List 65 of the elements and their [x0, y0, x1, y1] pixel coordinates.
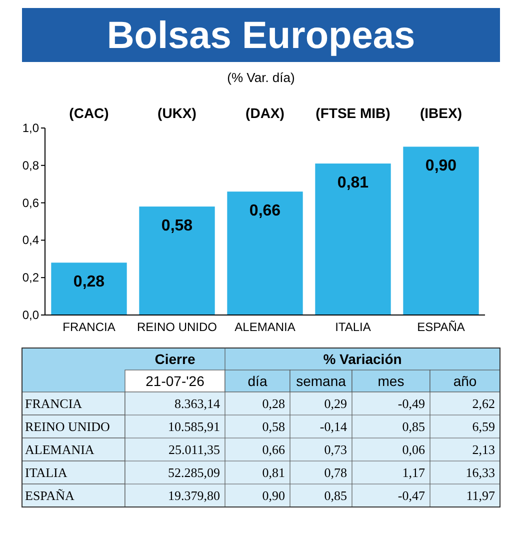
category-label: año [453, 373, 477, 389]
category-label: ITALIA [25, 465, 68, 480]
bar [227, 192, 303, 315]
category-label: 21-07-'26 [146, 373, 205, 389]
text: 0,29 [324, 396, 347, 411]
bar [51, 262, 127, 315]
text: (CAC) [69, 105, 109, 121]
text: (FTSE MIB) [316, 105, 390, 121]
y-tick-label: 0,8 [22, 158, 40, 172]
text: 0,90 [262, 488, 285, 503]
chart-subtitle: (% Var. día) [227, 70, 295, 85]
text: (IBEX) [420, 105, 462, 121]
data-label: 0,90 [425, 158, 457, 175]
x-tick-label: ESPAÑA [417, 320, 465, 334]
y-tick-label: 1,0 [22, 121, 40, 135]
category-label: día [248, 373, 268, 389]
text: 0,85 [324, 488, 347, 503]
text: 11,97 [466, 488, 495, 503]
text: -0,49 [398, 396, 425, 411]
text: 0,58 [262, 419, 285, 434]
text: 19.379,80 [168, 488, 220, 503]
bar [315, 164, 391, 315]
y-tick-label: 0,4 [22, 233, 40, 248]
text: 16,33 [466, 465, 495, 480]
data-label: 0,58 [161, 218, 193, 235]
text: 1,17 [402, 465, 425, 480]
text: 8.363,14 [174, 396, 220, 411]
text: -0,14 [320, 419, 347, 434]
x-tick-label: ITALIA [335, 320, 371, 334]
text: 0,66 [262, 442, 285, 457]
category-label: semana [296, 373, 346, 389]
bar [139, 206, 215, 315]
text: 0,06 [402, 442, 425, 457]
category-label: ESPAÑA [25, 488, 74, 503]
text: (DAX) [246, 105, 284, 121]
category-label: ALEMANIA [25, 442, 94, 457]
text: 0,81 [262, 465, 285, 480]
text: 2,62 [472, 396, 495, 411]
text: 0,73 [324, 442, 347, 457]
text: Cierre [154, 351, 196, 367]
text: (UKX) [158, 105, 196, 121]
text: 0,85 [402, 419, 425, 434]
x-tick-label: REINO UNIDO [136, 320, 218, 334]
data-label: 0,28 [73, 274, 105, 291]
x-tick-label: FRANCIA [62, 320, 116, 334]
text: 0,78 [324, 465, 347, 480]
category-label: REINO UNIDO [25, 419, 110, 434]
text: -0,47 [398, 488, 425, 503]
text: 52.285,09 [168, 465, 220, 480]
text: 25.011,35 [168, 442, 220, 457]
y-tick-label: 0,0 [22, 308, 40, 322]
y-tick-label: 0,6 [22, 196, 40, 210]
text: 10.585,91 [168, 419, 220, 434]
category-label: mes [378, 373, 404, 389]
y-tick-label: 0,2 [22, 270, 40, 285]
x-tick-label: ALEMANIA [234, 320, 296, 334]
data-label: 0,66 [249, 202, 281, 220]
category-label: FRANCIA [25, 396, 82, 411]
text: 6,59 [472, 419, 495, 434]
text: 0,28 [262, 396, 285, 411]
bar [403, 146, 479, 315]
text: 2,13 [472, 442, 495, 457]
data-label: 0,81 [337, 174, 369, 192]
chart-title: Bolsas Europeas [106, 15, 416, 57]
text: % Variación [323, 351, 402, 367]
